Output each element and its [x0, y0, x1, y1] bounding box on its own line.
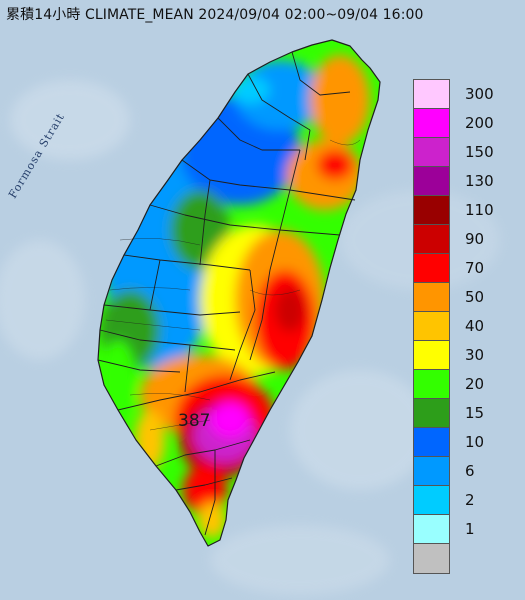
legend-swatch [414, 486, 449, 515]
admin-boundaries [97, 39, 381, 547]
legend-label: 20 [465, 375, 485, 393]
legend-swatch [414, 80, 449, 109]
legend-label: 2 [465, 491, 475, 509]
legend-swatch [414, 109, 449, 138]
legend-swatch [414, 138, 449, 167]
legend-label: 40 [465, 317, 485, 335]
legend-swatch [414, 341, 449, 370]
river-lines [105, 139, 361, 431]
legend-swatch [414, 428, 449, 457]
legend-label: 130 [465, 172, 494, 190]
legend-swatch [414, 196, 449, 225]
rainfall-legend [413, 79, 450, 574]
legend-swatch [414, 225, 449, 254]
legend-swatch [414, 544, 449, 573]
legend-label: 10 [465, 433, 485, 451]
legend-swatch [414, 283, 449, 312]
legend-label: 110 [465, 201, 494, 219]
legend-swatch [414, 515, 449, 544]
legend-label: 1 [465, 520, 475, 538]
legend-label: 150 [465, 143, 494, 161]
legend-swatch [414, 370, 449, 399]
legend-label: 200 [465, 114, 494, 132]
legend-label: 6 [465, 462, 475, 480]
legend-label: 30 [465, 346, 485, 364]
legend-swatch [414, 312, 449, 341]
legend-label: 300 [465, 85, 494, 103]
map-title: 累積14小時 CLIMATE_MEAN 2024/09/04 02:00~09/… [6, 7, 424, 23]
legend-swatch [414, 399, 449, 428]
legend-swatch [414, 167, 449, 196]
legend-label: 15 [465, 404, 485, 422]
legend-swatch [414, 254, 449, 283]
rainfall-legend-labels: 300 200 150 130 110 90 70 50 40 30 20 15 10 6 2 1 [465, 0, 525, 600]
legend-label: 70 [465, 259, 485, 277]
cloud-texture [0, 80, 500, 595]
legend-label: 90 [465, 230, 485, 248]
legend-swatch [414, 457, 449, 486]
legend-label: 50 [465, 288, 485, 306]
max-rainfall-value: 387 [178, 411, 211, 431]
